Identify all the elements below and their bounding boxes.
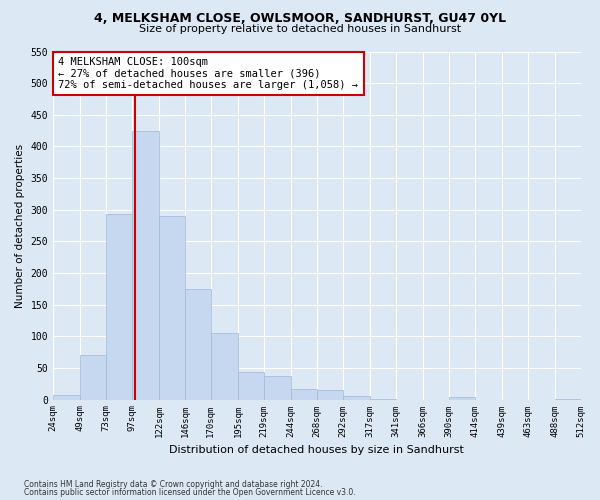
Bar xyxy=(53,395,80,400)
X-axis label: Distribution of detached houses by size in Sandhurst: Distribution of detached houses by size … xyxy=(169,445,464,455)
Bar xyxy=(185,289,211,400)
Bar xyxy=(370,399,395,400)
Y-axis label: Number of detached properties: Number of detached properties xyxy=(15,144,25,308)
Bar xyxy=(106,214,132,400)
Bar xyxy=(159,216,185,400)
Text: 4, MELKSHAM CLOSE, OWLSMOOR, SANDHURST, GU47 0YL: 4, MELKSHAM CLOSE, OWLSMOOR, SANDHURST, … xyxy=(94,12,506,26)
Text: Size of property relative to detached houses in Sandhurst: Size of property relative to detached ho… xyxy=(139,24,461,34)
Bar xyxy=(554,399,581,400)
Bar xyxy=(449,397,475,400)
Bar xyxy=(343,396,370,400)
Bar xyxy=(317,390,343,400)
Bar xyxy=(264,376,291,400)
Bar xyxy=(238,372,264,400)
Text: 4 MELKSHAM CLOSE: 100sqm
← 27% of detached houses are smaller (396)
72% of semi-: 4 MELKSHAM CLOSE: 100sqm ← 27% of detach… xyxy=(58,56,358,90)
Text: Contains public sector information licensed under the Open Government Licence v3: Contains public sector information licen… xyxy=(24,488,356,497)
Bar xyxy=(80,356,106,400)
Text: Contains HM Land Registry data © Crown copyright and database right 2024.: Contains HM Land Registry data © Crown c… xyxy=(24,480,323,489)
Bar xyxy=(132,130,159,400)
Bar xyxy=(211,333,238,400)
Bar xyxy=(291,390,317,400)
